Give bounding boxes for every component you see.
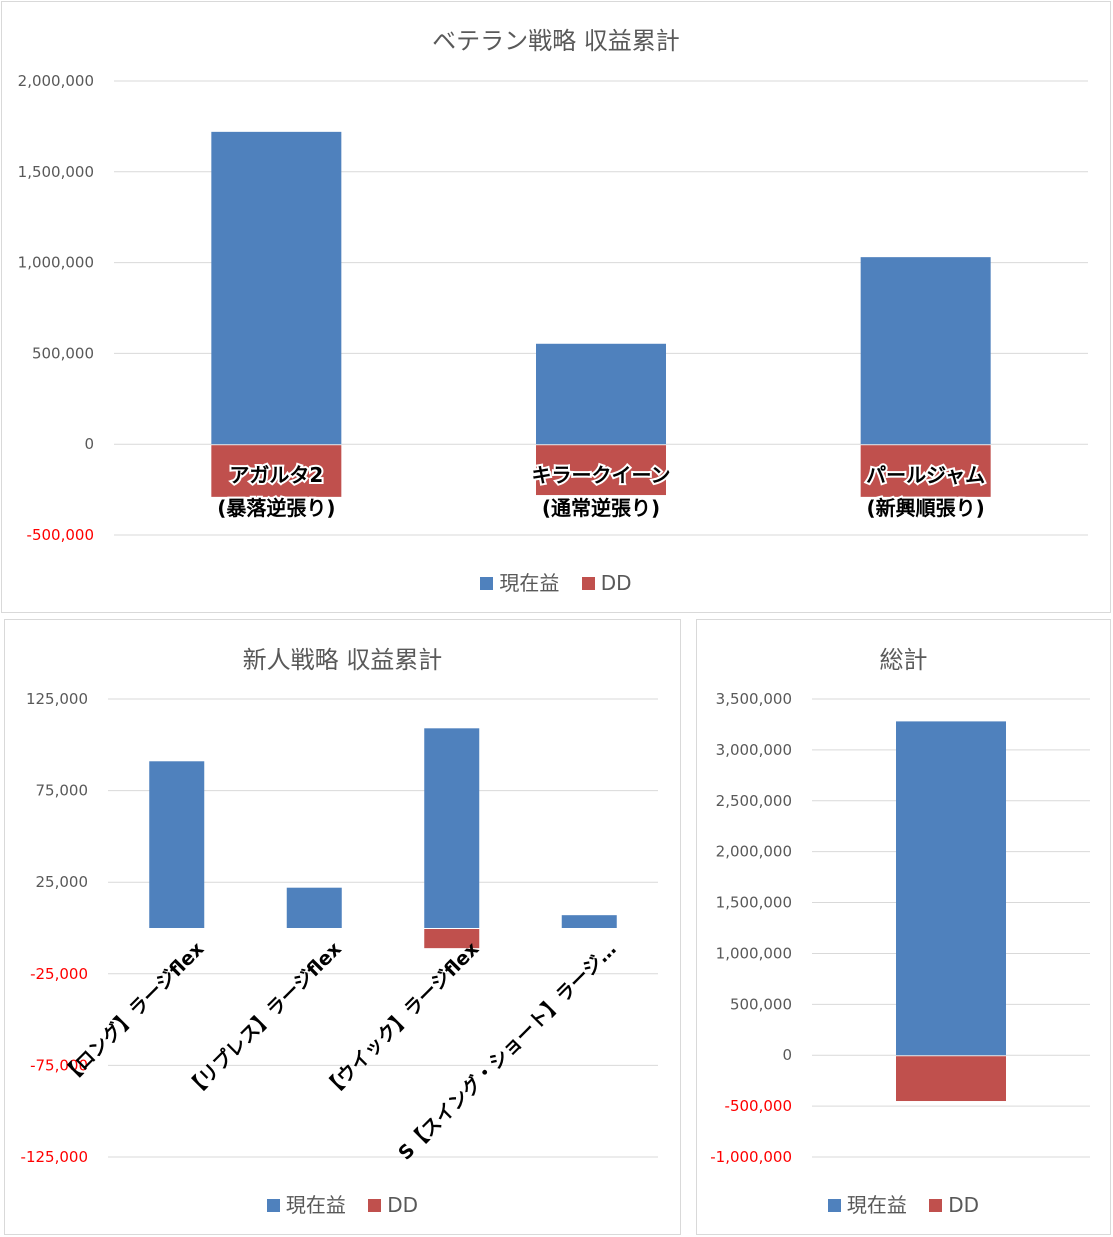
total-chart-panel: 総計 3,500,000 3,000,000 2,500,000 2,000,000 1…: [696, 619, 1111, 1235]
bar-dd: [896, 1056, 1006, 1102]
y-tick-label: 125,000: [26, 690, 88, 708]
category-label: (通常逆張り): [542, 496, 660, 520]
chart-title: 新人戦略 収益累計: [242, 646, 443, 674]
y-tick-label: 500,000: [730, 995, 792, 1013]
legend-label-profit: 現在益: [285, 1193, 346, 1217]
category-label: 【ウイック】ラージflex: [319, 937, 484, 1102]
y-tick-label: 2,000,000: [18, 72, 94, 90]
y-tick-label: -25,000: [30, 965, 88, 983]
legend-item-profit: 現在益: [827, 1189, 907, 1218]
bar-dd: [536, 445, 666, 496]
legend-swatch-profit: [266, 1199, 280, 1212]
bar-profit: [896, 721, 1006, 1056]
y-tick-label: 1,500,000: [716, 894, 792, 912]
y-tick-label: 0: [782, 1046, 792, 1064]
y-tick-label: -125,000: [21, 1148, 88, 1166]
y-tick-label: 75,000: [36, 782, 89, 800]
chart-legend: 現在益 DD: [697, 1189, 1110, 1218]
bar-dd: [211, 445, 342, 497]
veteran-chart-panel: ベテラン戦略 収益累計 2,000,000 1,500,000 1,000,000 5…: [1, 1, 1111, 613]
y-tick-label: 1,000,000: [18, 254, 94, 272]
y-tick-label: 2,000,000: [716, 843, 792, 861]
bar-dd: [860, 445, 991, 497]
chart-legend: 現在益 DD: [2, 567, 1110, 596]
legend-swatch-dd: [581, 577, 595, 590]
total-chart-svg: 3,500,000 3,000,000 2,500,000 2,000,000 1,50…: [710, 690, 1090, 1166]
category-label: キラークイーン: [532, 463, 671, 487]
veteran-chart-svg: 2,000,000 1,500,000 1,000,000 500,000 0 -500,…: [18, 72, 1088, 544]
legend-swatch-dd: [929, 1199, 943, 1212]
chart-legend: 現在益 DD: [5, 1189, 680, 1218]
legend-label-dd: DD: [600, 571, 632, 595]
category-label: 【リプレス】ラージflex: [181, 937, 346, 1102]
legend-label-dd: DD: [948, 1193, 980, 1217]
y-tick-label: 1,000,000: [716, 944, 792, 962]
legend-label-profit: 現在益: [499, 571, 560, 595]
y-tick-label: -500,000: [27, 526, 94, 544]
bar-profit: [149, 761, 205, 928]
legend-item-dd: DD: [368, 1193, 418, 1217]
category-label: S【スイング・ショート】ラージ…: [394, 937, 621, 1164]
y-tick-label: -500,000: [725, 1097, 792, 1115]
legend-label-dd: DD: [387, 1193, 419, 1217]
bar-profit: [536, 343, 666, 445]
category-label: (新興順張り): [867, 496, 985, 520]
y-tick-label: -75,000: [30, 1056, 88, 1074]
newcomer-chart-svg: 125,000 75,000 25,000 -25,000 -75,000 -125,00…: [21, 690, 658, 1166]
legend-item-profit: 現在益: [480, 567, 559, 596]
newcomer-chart-panel: 新人戦略 収益累計 125,000 75,000 25,000 -25,000 -75,…: [4, 619, 681, 1235]
bar-profit: [860, 257, 991, 445]
bar-profit: [286, 887, 342, 928]
category-label: (暴落逆張り): [217, 496, 335, 520]
y-tick-label: 1,500,000: [18, 163, 94, 181]
bar-profit: [561, 915, 617, 928]
category-label: パールジャム: [866, 463, 985, 487]
category-label: アガルタ2: [229, 463, 323, 487]
bar-dd: [424, 929, 480, 949]
legend-item-profit: 現在益: [266, 1189, 346, 1218]
legend-label-profit: 現在益: [846, 1193, 907, 1217]
bar-profit: [211, 131, 342, 445]
legend-swatch-profit: [827, 1199, 841, 1212]
bar-profit: [424, 728, 480, 928]
y-tick-label: 500,000: [32, 344, 94, 362]
y-tick-label: 25,000: [36, 873, 89, 891]
chart-title: ベテラン戦略 収益累計: [432, 27, 680, 55]
chart-title: 総計: [879, 646, 928, 674]
legend-swatch-dd: [368, 1199, 382, 1212]
legend-item-dd: DD: [929, 1193, 979, 1217]
y-tick-label: 0: [84, 435, 94, 453]
legend-item-dd: DD: [581, 571, 632, 595]
legend-swatch-profit: [480, 577, 494, 590]
y-tick-label: -1,000,000: [710, 1148, 792, 1166]
y-tick-label: 3,500,000: [716, 690, 792, 708]
y-tick-label: 3,000,000: [716, 741, 792, 759]
y-tick-label: 2,500,000: [716, 792, 792, 810]
